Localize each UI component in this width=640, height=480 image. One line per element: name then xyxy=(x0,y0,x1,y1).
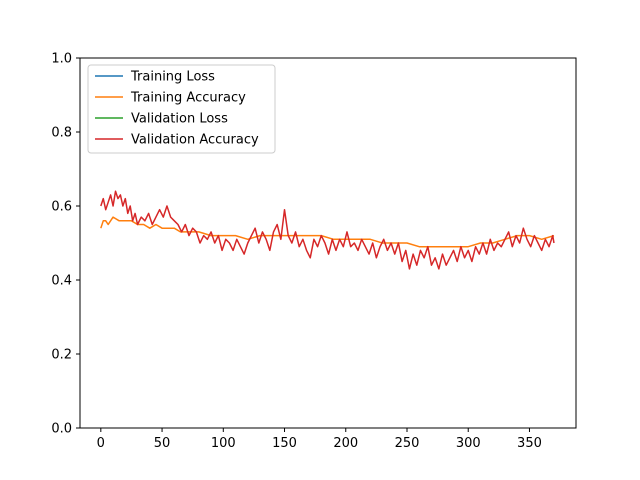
y-tick-label: 0.6 xyxy=(51,200,72,215)
x-tick-label: 250 xyxy=(395,436,420,451)
x-tick-label: 350 xyxy=(517,436,542,451)
y-axis: 0.0 0.2 0.4 0.6 0.8 1.0 xyxy=(51,52,80,437)
y-tick-label: 0.0 xyxy=(51,422,72,437)
plot-lines xyxy=(100,190,555,270)
x-axis: 0 50 100 150 200 250 300 350 xyxy=(97,428,542,451)
x-tick-label: 0 xyxy=(97,436,105,451)
y-tick-label: 0.4 xyxy=(51,274,72,289)
x-tick-label: 200 xyxy=(333,436,358,451)
x-tick-label: 50 xyxy=(154,436,171,451)
axes-frame xyxy=(79,57,577,429)
y-tick-label: 1.0 xyxy=(51,52,72,67)
legend-box xyxy=(87,64,276,154)
y-tick-label: 0.8 xyxy=(51,126,72,141)
legend-label-training-loss: Training Loss xyxy=(130,70,215,85)
y-tick-label: 0.2 xyxy=(51,348,72,363)
legend-label-training-accuracy: Training Accuracy xyxy=(130,91,246,106)
legend: Training Loss Training Accuracy Validation… xyxy=(87,64,276,154)
x-tick-label: 300 xyxy=(456,436,481,451)
x-tick-label: 100 xyxy=(211,436,236,451)
legend-label-validation-accuracy: Validation Accuracy xyxy=(131,133,259,148)
legend-label-validation-loss: Validation Loss xyxy=(131,112,228,127)
series-line-validation-accuracy xyxy=(100,190,555,270)
x-tick-label: 150 xyxy=(272,436,297,451)
